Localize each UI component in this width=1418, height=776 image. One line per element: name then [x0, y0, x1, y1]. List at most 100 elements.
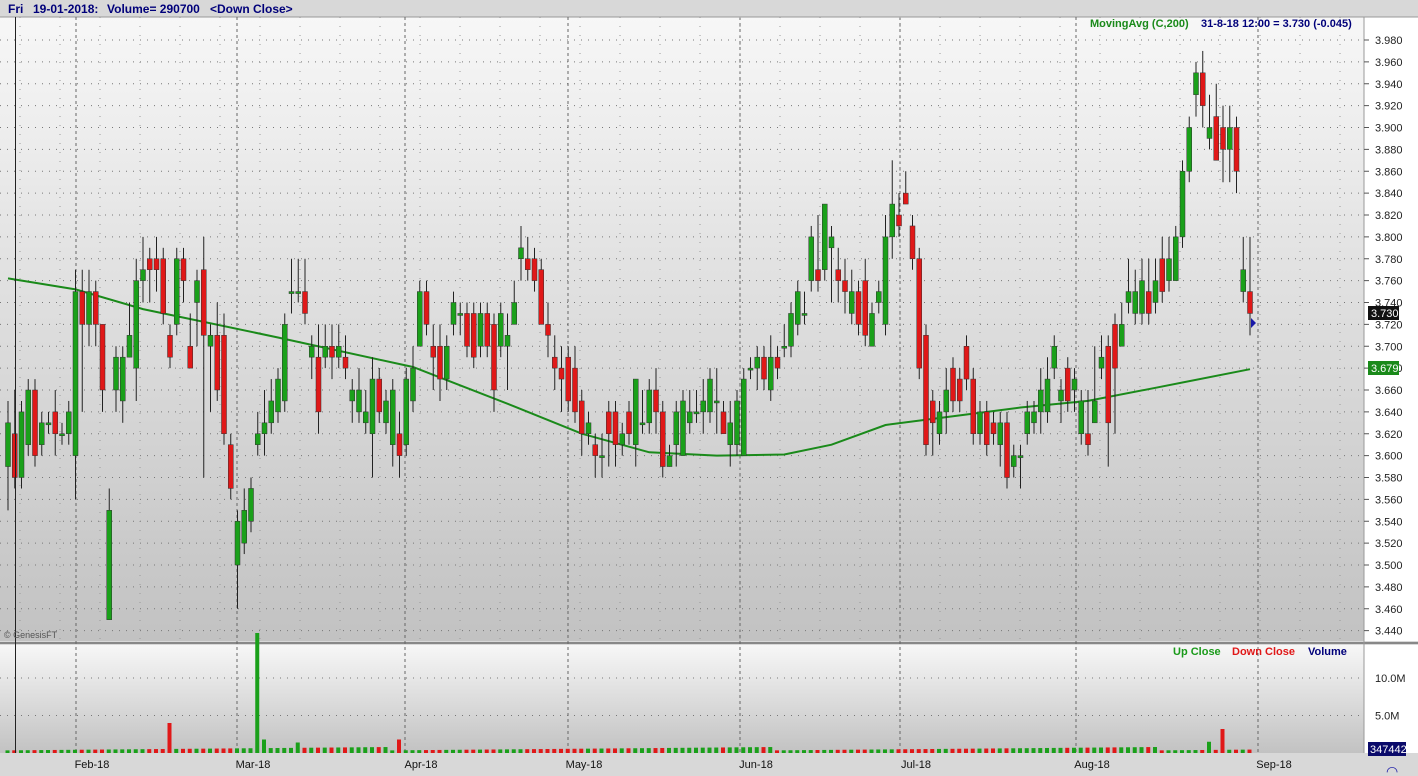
volume-bar[interactable] [1193, 750, 1198, 753]
volume-bar[interactable] [1092, 747, 1097, 753]
volume-bar[interactable] [653, 748, 658, 753]
candle-body[interactable] [855, 291, 862, 325]
candle-body[interactable] [1119, 324, 1125, 347]
volume-bar[interactable] [93, 749, 98, 753]
candle-body[interactable] [1112, 324, 1118, 369]
volume-bar[interactable] [822, 749, 827, 753]
candle-body[interactable] [390, 389, 396, 445]
volume-bar[interactable] [147, 749, 152, 753]
candle-body[interactable] [693, 411, 700, 415]
volume-bar[interactable] [275, 747, 280, 753]
volume-bar[interactable] [815, 749, 820, 753]
volume-bar[interactable] [25, 750, 30, 753]
candle-body[interactable] [680, 400, 686, 456]
candle-body[interactable] [120, 356, 126, 402]
volume-bar[interactable] [896, 749, 901, 753]
candle-body[interactable] [808, 236, 814, 281]
volume-bar[interactable] [66, 749, 71, 753]
volume-bar[interactable] [808, 750, 813, 753]
candle-body[interactable] [302, 291, 308, 314]
volume-bar[interactable] [1132, 747, 1137, 753]
volume-bar[interactable] [1247, 749, 1252, 753]
candle-body[interactable] [518, 247, 524, 259]
volume-bar[interactable] [741, 747, 746, 753]
scroll-icon[interactable]: ◠ [1386, 763, 1398, 776]
volume-bar[interactable] [795, 750, 800, 753]
volume-bar[interactable] [262, 739, 266, 754]
volume-bar[interactable] [559, 748, 563, 753]
volume-bar[interactable] [923, 749, 928, 753]
volume-bar[interactable] [356, 747, 361, 753]
volume-bar[interactable] [592, 748, 597, 753]
volume-bar[interactable] [32, 750, 37, 753]
volume-bar[interactable] [788, 750, 793, 753]
volume-bar[interactable] [59, 749, 64, 753]
volume-bar[interactable] [775, 750, 779, 753]
volume-bar[interactable] [221, 748, 226, 753]
candle-body[interactable] [984, 411, 990, 445]
volume-bar[interactable] [1153, 747, 1157, 753]
volume-bar[interactable] [343, 747, 347, 753]
candle-body[interactable] [1085, 433, 1091, 445]
candle-body[interactable] [201, 269, 207, 336]
candle-body[interactable] [1011, 455, 1017, 467]
volume-bar[interactable] [295, 742, 300, 754]
volume-bar[interactable] [451, 749, 455, 753]
volume-bar[interactable] [802, 750, 806, 753]
candle-body[interactable] [207, 335, 214, 347]
candle-body[interactable] [957, 378, 963, 402]
volume-bar[interactable] [977, 748, 982, 753]
volume-bar[interactable] [1200, 749, 1205, 753]
candle-body[interactable] [32, 389, 38, 456]
candle-body[interactable] [457, 313, 463, 316]
candle-body[interactable] [950, 367, 956, 402]
volume-bar[interactable] [633, 748, 638, 753]
candle-body[interactable] [376, 378, 382, 413]
volume-bar[interactable] [181, 748, 185, 753]
candle-body[interactable] [741, 378, 747, 456]
candle-body[interactable] [1159, 258, 1165, 292]
volume-bar[interactable] [525, 749, 530, 753]
candle-body[interactable] [477, 313, 484, 347]
volume-bar[interactable] [910, 749, 914, 753]
volume-bar[interactable] [842, 749, 847, 753]
volume-bar[interactable] [991, 748, 995, 753]
volume-bar[interactable] [235, 748, 239, 753]
volume-bar[interactable] [241, 748, 246, 753]
volume-bar[interactable] [248, 748, 253, 753]
candle-body[interactable] [842, 280, 848, 292]
volume-bar[interactable] [727, 747, 732, 753]
candle-body[interactable] [876, 291, 882, 303]
candle-body[interactable] [59, 433, 65, 436]
candle-body[interactable] [768, 356, 774, 391]
volume-bar[interactable] [889, 749, 894, 753]
volume-bar[interactable] [613, 748, 617, 753]
volume-bar[interactable] [201, 748, 206, 753]
volume-bar[interactable] [937, 748, 941, 753]
candle-body[interactable] [39, 422, 45, 445]
candle-body[interactable] [369, 378, 376, 434]
volume-bar[interactable] [694, 747, 698, 753]
volume-bar[interactable] [984, 748, 989, 753]
volume-bar[interactable] [228, 748, 233, 753]
candle-body[interactable] [1044, 378, 1051, 413]
volume-bar[interactable] [667, 747, 671, 753]
candle-body[interactable] [1206, 127, 1213, 139]
candle-body[interactable] [774, 356, 781, 369]
volume-bar[interactable] [1099, 747, 1103, 753]
candle-body[interactable] [889, 203, 895, 238]
candle-body[interactable] [228, 444, 234, 489]
volume-bar[interactable] [390, 750, 395, 753]
volume-bar[interactable] [606, 748, 611, 753]
candle-body[interactable] [923, 335, 929, 445]
candle-body[interactable] [801, 313, 808, 316]
volume-bar[interactable] [1024, 748, 1029, 753]
candle-body[interactable] [363, 411, 369, 424]
candle-body[interactable] [430, 346, 436, 358]
candle-body[interactable] [660, 411, 666, 467]
volume-bar[interactable] [781, 750, 786, 753]
volume-bar[interactable] [363, 747, 368, 753]
volume-bar[interactable] [484, 749, 489, 753]
volume-bar[interactable] [302, 747, 307, 753]
candle-body[interactable] [1173, 236, 1179, 281]
